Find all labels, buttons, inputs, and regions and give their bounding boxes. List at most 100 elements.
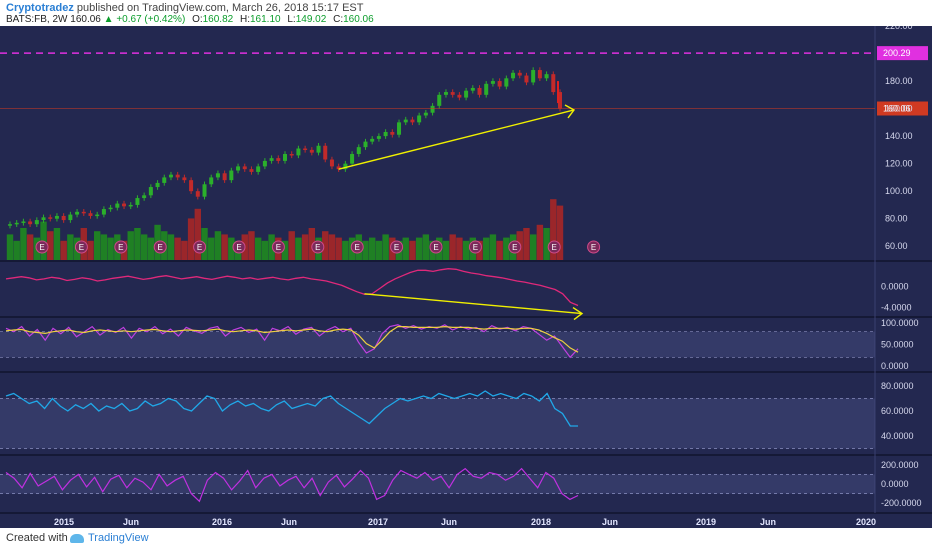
time-axis-tick: 2018 <box>531 517 551 527</box>
earnings-marker <box>547 240 561 254</box>
cci-axis-tick: 200.0000 <box>881 460 919 470</box>
candle-body <box>350 154 355 164</box>
candle-body <box>390 131 395 135</box>
candle-body <box>162 177 167 183</box>
chart-canvas[interactable]: E E E E E E E E E E E E E E E 200.29 160.06 220.00 180.00 1… <box>0 26 932 528</box>
candle-body <box>128 204 133 207</box>
volume-bar <box>53 228 61 260</box>
symbol-label[interactable]: BATS:FB, 2W <box>6 14 68 25</box>
volume-bar <box>375 240 383 260</box>
open-label: O: <box>192 14 203 25</box>
volume-bar <box>362 240 369 260</box>
volume-bar <box>308 228 316 260</box>
candle-body <box>222 173 227 181</box>
earnings-marker <box>587 240 601 254</box>
volume-bar <box>456 237 463 260</box>
candle-body <box>101 209 106 215</box>
tradingview-logo[interactable]: TradingView <box>70 532 149 544</box>
candle-body <box>115 203 120 208</box>
volume-bar <box>100 234 108 260</box>
candle-body <box>504 78 509 87</box>
author-link[interactable]: Cryptotradez <box>6 2 74 14</box>
candle-body <box>524 75 529 83</box>
volume-bar <box>228 237 235 260</box>
volume-bar <box>342 240 349 260</box>
candle-body <box>316 145 321 153</box>
volume-bar <box>496 240 503 260</box>
time-axis-tick: 2020 <box>856 517 876 527</box>
volume-bar <box>550 199 557 260</box>
price-axis-tick: 60.00 <box>885 241 908 251</box>
candle-body <box>430 105 435 113</box>
earnings-marker-label: E <box>394 243 399 252</box>
candle-body <box>551 74 556 93</box>
stoch-axis-tick: 50.0000 <box>881 340 914 350</box>
volume-bar <box>529 234 537 260</box>
earnings-marker-label: E <box>197 243 202 252</box>
low-label: L: <box>287 14 296 25</box>
candle-body <box>135 198 140 205</box>
earnings-marker <box>74 240 88 254</box>
candle-body <box>202 184 207 197</box>
resistance-tag-label: 200.29 <box>883 48 911 58</box>
volume-bar <box>194 208 202 260</box>
candle-body <box>41 217 46 221</box>
time-axis-tick: Jun <box>123 517 139 527</box>
cci-line <box>5 467 579 503</box>
volume-bar <box>281 240 289 260</box>
volume-bar <box>134 228 141 260</box>
earnings-marker-label: E <box>39 243 44 252</box>
earnings-marker-label: E <box>118 243 123 252</box>
rsi-line <box>5 390 578 427</box>
pane1-axis-tick: 0.0000 <box>881 281 909 291</box>
volume-bar <box>409 240 416 260</box>
candle-body <box>142 195 147 199</box>
volume-bar <box>248 231 255 260</box>
candle-body <box>155 182 160 188</box>
candle-body <box>470 87 475 91</box>
volume-bar <box>295 237 302 260</box>
candle-body <box>490 81 495 84</box>
earnings-marker-label: E <box>236 243 241 252</box>
candle-body <box>283 154 287 161</box>
rsi-axis-tick: 80.0000 <box>881 381 914 391</box>
last-price-tag <box>877 101 928 116</box>
volume-bar <box>167 234 175 260</box>
rsi-axis-tick: 40.0000 <box>881 431 914 441</box>
candle-body <box>189 180 194 192</box>
candle-body <box>484 83 489 95</box>
time-axis-tick: 2019 <box>696 517 716 527</box>
volume-bar <box>422 234 430 260</box>
volume-bar <box>483 237 490 260</box>
candle-body <box>343 163 348 170</box>
stoch-axis-tick: 0.0000 <box>881 361 909 371</box>
volume-bar <box>47 231 54 260</box>
price-axis-tick: 180.00 <box>885 76 913 86</box>
price-axis-tick: 100.00 <box>885 186 913 196</box>
candle-body <box>370 138 375 142</box>
candle-body <box>81 211 86 214</box>
candle-body <box>195 191 200 197</box>
candle-body <box>21 221 26 223</box>
created-with-label: Created with <box>6 532 68 544</box>
earnings-marker <box>390 240 404 254</box>
volume-bar <box>181 240 188 260</box>
rsi-band <box>0 398 875 449</box>
earnings-marker <box>508 240 522 254</box>
candle-body <box>497 81 502 87</box>
volume-bar <box>60 240 67 260</box>
volume-bar <box>87 240 94 260</box>
time-axis-tick: Jun <box>441 517 457 527</box>
candle-body <box>262 160 267 167</box>
price-axis-tick: 220.00 <box>885 26 913 31</box>
tradingview-brand: TradingView <box>88 532 149 544</box>
candle-body <box>537 70 542 79</box>
price-change: +0.67 (+0.42%) <box>116 14 186 25</box>
candle-body <box>356 147 361 155</box>
earnings-marker-label: E <box>512 243 517 252</box>
candle-body <box>168 174 173 178</box>
pane1-line <box>5 268 579 307</box>
trend-arrow <box>338 109 575 170</box>
trend-arrow-head <box>564 104 576 119</box>
volume-bar <box>489 234 497 260</box>
